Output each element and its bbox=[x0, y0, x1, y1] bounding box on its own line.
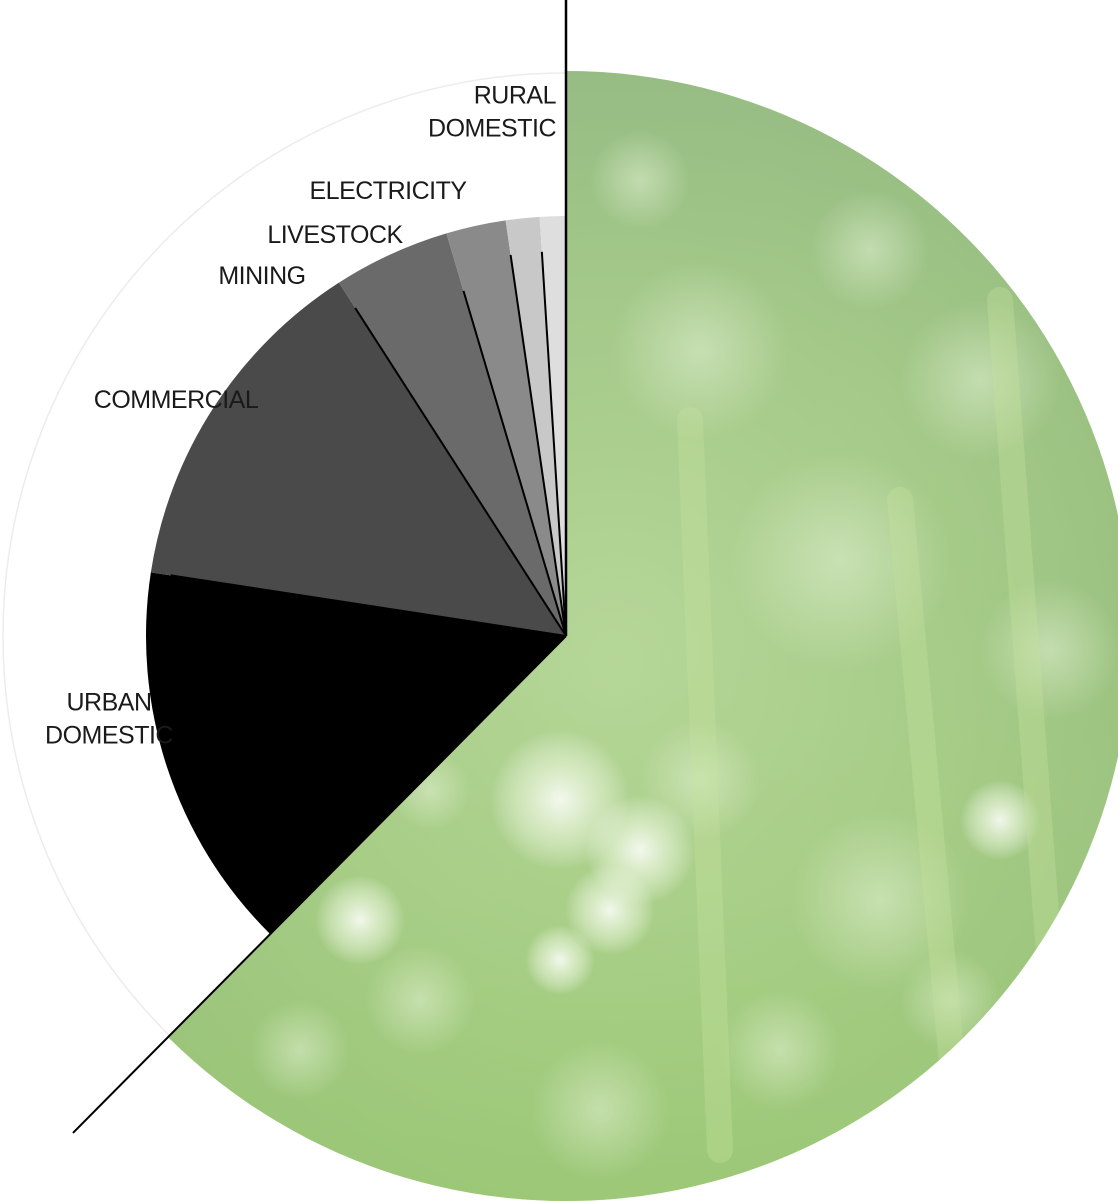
bokeh-highlight bbox=[250, 1000, 350, 1100]
bokeh-highlight bbox=[730, 450, 950, 670]
label-line: ELECTRICITY bbox=[309, 177, 467, 205]
bokeh-highlight bbox=[900, 300, 1060, 460]
bokeh-highlight bbox=[525, 925, 595, 995]
slice-boundary-urban-domestic bbox=[72, 635, 567, 1134]
label-line: COMMERCIAL bbox=[94, 386, 259, 414]
label-rural-domestic: RURAL DOMESTIC bbox=[428, 82, 557, 143]
bokeh-highlight bbox=[610, 260, 790, 440]
label-line: LIVESTOCK bbox=[267, 221, 403, 249]
grass-blade bbox=[887, 487, 973, 1163]
slice-boundary-rural-domestic bbox=[540, 251, 567, 637]
bokeh-highlight bbox=[720, 990, 840, 1110]
slice-commercial bbox=[150, 282, 567, 636]
bokeh-highlight bbox=[640, 720, 760, 840]
label-line: RURAL bbox=[474, 82, 557, 110]
bokeh-highlight bbox=[980, 580, 1118, 720]
bokeh-highlight bbox=[590, 130, 690, 230]
slice-boundary-electricity bbox=[509, 254, 567, 637]
slice-boundary-livestock bbox=[462, 290, 567, 637]
bokeh-highlight bbox=[365, 945, 475, 1055]
label-line: DOMESTIC bbox=[428, 115, 556, 143]
bokeh-highlight bbox=[530, 1040, 670, 1180]
bokeh-highlight bbox=[790, 810, 970, 990]
label-mining: MINING bbox=[218, 262, 305, 290]
label-line: DOMESTIC bbox=[45, 722, 173, 750]
label-electricity: ELECTRICITY bbox=[309, 177, 467, 205]
bokeh-highlight bbox=[900, 950, 1000, 1050]
grass-blade bbox=[677, 407, 733, 1163]
slice-boundary-commercial bbox=[170, 574, 567, 637]
bokeh-highlight bbox=[810, 190, 930, 310]
label-livestock: LIVESTOCK bbox=[267, 221, 403, 249]
label-commercial: COMMERCIAL bbox=[94, 386, 259, 414]
slice-mining bbox=[338, 233, 566, 636]
label-urban-domestic: URBAN DOMESTIC bbox=[45, 689, 173, 750]
bokeh-highlight bbox=[565, 865, 655, 955]
slice-urban-domestic bbox=[146, 572, 567, 935]
label-line: MINING bbox=[218, 262, 305, 290]
bokeh-highlight bbox=[960, 780, 1040, 860]
bokeh-highlight bbox=[315, 875, 405, 965]
label-line: URBAN bbox=[66, 689, 151, 717]
slice-boundary-mining bbox=[354, 307, 567, 637]
